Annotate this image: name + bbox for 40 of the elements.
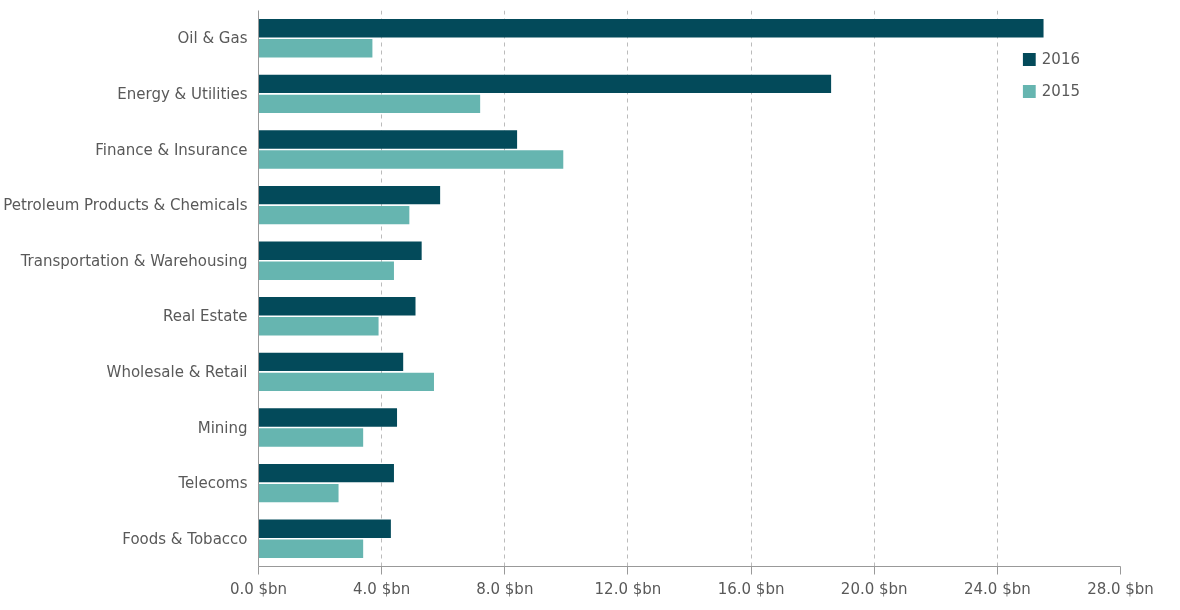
bar bbox=[258, 428, 364, 447]
y-tick-label: Finance & Insurance bbox=[95, 140, 248, 159]
y-tick-label: Telecoms bbox=[177, 474, 248, 493]
y-tick-label: Foods & Tobacco bbox=[122, 529, 248, 548]
x-tick-label: 28.0 $bn bbox=[1087, 579, 1154, 598]
bar bbox=[258, 241, 422, 260]
x-tick-label: 24.0 $bn bbox=[963, 579, 1031, 598]
bar bbox=[258, 261, 394, 280]
y-tick-label: Real Estate bbox=[162, 307, 248, 326]
x-tick-label: 16.0 $bn bbox=[717, 579, 785, 598]
y-tick-label: Energy & Utilities bbox=[117, 84, 248, 103]
y-tick-label: Mining bbox=[197, 418, 248, 437]
bar bbox=[258, 539, 364, 558]
bar bbox=[258, 483, 339, 503]
bar bbox=[258, 519, 391, 538]
bar bbox=[258, 352, 404, 372]
bar bbox=[258, 185, 441, 205]
bar bbox=[258, 94, 481, 114]
bar bbox=[258, 19, 1044, 38]
legend-label: 2016 bbox=[1041, 50, 1080, 68]
x-tick-label: 8.0 $bn bbox=[476, 579, 534, 598]
bar bbox=[258, 150, 564, 169]
bar bbox=[258, 463, 394, 483]
bar bbox=[258, 74, 832, 94]
y-tick-label: Transportation & Warehousing bbox=[19, 251, 248, 270]
x-tick-label: 4.0 $bn bbox=[353, 579, 411, 598]
bar bbox=[258, 39, 373, 58]
y-tick-label: Oil & Gas bbox=[177, 29, 248, 48]
bar bbox=[258, 408, 398, 427]
bar bbox=[258, 130, 518, 149]
y-tick-label: Petroleum Products & Chemicals bbox=[3, 196, 248, 215]
x-tick-label: 20.0 $bn bbox=[840, 579, 908, 598]
x-tick-label: 0.0 $bn bbox=[229, 579, 288, 598]
bar bbox=[258, 317, 379, 336]
y-tick-label: Wholesale & Retail bbox=[106, 362, 248, 381]
bar bbox=[258, 205, 410, 225]
legend-label: 2015 bbox=[1041, 82, 1080, 100]
x-tick-label: 12.0 $bn bbox=[594, 579, 662, 598]
bar bbox=[258, 297, 416, 316]
bar bbox=[258, 372, 434, 392]
